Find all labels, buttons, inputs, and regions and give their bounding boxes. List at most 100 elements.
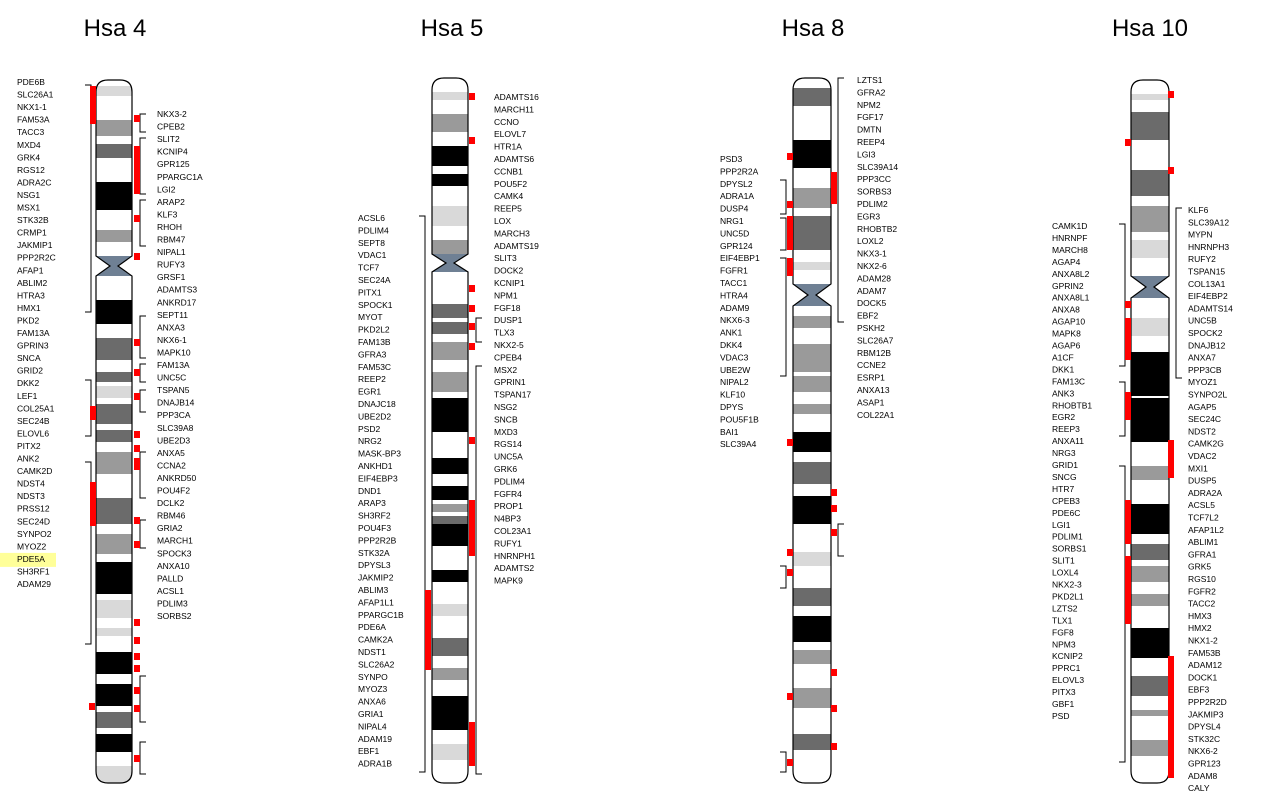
chromosome-band xyxy=(1131,676,1169,696)
gene-label: FAM13A xyxy=(17,328,50,338)
gene-label: SEC24A xyxy=(358,275,391,285)
chromosome-title: Hsa 8 xyxy=(782,15,845,42)
gene-label: SLC26A2 xyxy=(358,659,395,669)
gene-label: DKK1 xyxy=(1052,364,1074,374)
gene-label: PRSS12 xyxy=(17,504,50,514)
gene-label: STK32C xyxy=(1188,734,1220,744)
gene-locus-marker xyxy=(134,393,140,400)
gene-bracket xyxy=(1119,465,1126,763)
gene-bracket xyxy=(1119,381,1126,437)
gene-highlight xyxy=(0,552,56,567)
gene-bracket xyxy=(1175,207,1182,379)
band-group xyxy=(1131,94,1169,756)
gene-label: ANXA10 xyxy=(157,561,190,571)
gene-label: GPR124 xyxy=(720,241,753,251)
gene-label: MARCH8 xyxy=(1052,245,1088,255)
gene-label: DKK4 xyxy=(720,340,742,350)
gene-label: LZTS2 xyxy=(1052,603,1078,613)
gene-label: ANK2 xyxy=(17,454,39,464)
chromosome-band xyxy=(793,404,831,414)
gene-label: A1CF xyxy=(1052,352,1074,362)
gene-label: ADAM29 xyxy=(17,579,51,589)
gene-locus-marker xyxy=(787,201,793,208)
chromosome-band xyxy=(432,146,468,166)
gene-label: NKX3-1 xyxy=(857,249,887,259)
gene-label: ADAM19 xyxy=(358,734,392,744)
gene-label: NRG3 xyxy=(1052,448,1076,458)
gene-label: AGAP6 xyxy=(1052,341,1081,351)
gene-label: SEC24B xyxy=(17,416,50,426)
gene-bracket xyxy=(139,137,146,195)
gene-label: LOXL2 xyxy=(857,236,884,246)
chromosome-band xyxy=(793,462,831,484)
gene-label: TLX3 xyxy=(494,328,515,338)
gene-locus-bar xyxy=(1168,440,1174,478)
gene-label: AFAP1L1 xyxy=(358,597,394,607)
gene-label: MSX1 xyxy=(17,203,40,213)
gene-label: NKX1-2 xyxy=(1188,636,1218,646)
gene-label: FGF8 xyxy=(1052,627,1074,637)
gene-label: NRG1 xyxy=(720,216,744,226)
gene-bracket xyxy=(139,741,146,775)
gene-bracket xyxy=(1119,223,1126,367)
gene-label: NIPAL2 xyxy=(720,377,749,387)
gene-label: HMX1 xyxy=(17,303,41,313)
gene-label: HNRNPH3 xyxy=(1188,242,1229,252)
gene-label: GBF1 xyxy=(1052,699,1074,709)
gene-locus-marker xyxy=(134,687,140,694)
gene-label: ELOVL3 xyxy=(1052,675,1084,685)
chromosome-band xyxy=(96,372,132,382)
gene-label: PITX1 xyxy=(358,287,382,297)
left-gene-labels: CAMK1D HNRNPF MARCH8 AGAP4 ANXA8L2 GPRIN2 ANXA… xyxy=(1052,221,1092,721)
chromosome-title: Hsa 4 xyxy=(84,15,147,42)
gene-label: NKX3-2 xyxy=(157,109,187,119)
gene-label: HMX2 xyxy=(1188,623,1212,633)
gene-locus-marker xyxy=(134,459,140,466)
gene-label: MXD3 xyxy=(494,427,518,437)
gene-bracket xyxy=(139,675,146,723)
chromosome-band xyxy=(96,386,132,398)
gene-label: CAMK2G xyxy=(1188,439,1224,449)
chromosome-band xyxy=(432,92,468,100)
gene-label: COL25A1 xyxy=(17,403,55,413)
gene-label: FGF18 xyxy=(494,303,521,313)
gene-locus-marker xyxy=(787,153,793,160)
gene-label: MARCH1 xyxy=(157,536,193,546)
gene-locus-bar xyxy=(1125,500,1131,544)
gene-label: MARCH3 xyxy=(494,228,530,238)
gene-label: NKX2-5 xyxy=(494,340,524,350)
chromosome-band xyxy=(1131,318,1169,336)
gene-locus-marker xyxy=(134,665,140,672)
chromosome-band xyxy=(432,744,468,760)
gene-bracket xyxy=(475,317,482,343)
gene-label: NDST3 xyxy=(17,491,45,501)
gene-label: RGS12 xyxy=(17,165,45,175)
gene-label: MARCH11 xyxy=(494,104,534,114)
gene-label: GRIA1 xyxy=(358,709,384,719)
chromosome-band xyxy=(96,182,132,210)
chromosome-hsa5: Hsa 5 ACSL6 PDLIM4 SEPT8 VDAC1 TCF7 SEC24A PITX… xyxy=(358,15,539,784)
gene-label: NKX6-3 xyxy=(720,315,750,325)
gene-bracket xyxy=(475,365,482,775)
gene-label: CCNO xyxy=(494,117,519,127)
gene-label: ARAP3 xyxy=(358,498,386,508)
gene-locus-marker xyxy=(134,339,140,346)
gene-locus-marker xyxy=(134,653,140,660)
chromosome-band xyxy=(793,344,831,372)
gene-label: DPYS xyxy=(720,402,743,412)
gene-label: VDAC1 xyxy=(358,250,387,260)
gene-label: PSD3 xyxy=(720,154,742,164)
gene-markers xyxy=(419,93,482,775)
gene-label: PPP3CC xyxy=(857,174,891,184)
gene-label: GRK5 xyxy=(1188,562,1211,572)
gene-label: MYOZ1 xyxy=(1188,377,1218,387)
gene-label: NKX1-1 xyxy=(17,102,47,112)
gene-label: NPM2 xyxy=(857,100,881,110)
gene-label: ADRA2A xyxy=(1188,488,1222,498)
gene-locus-marker xyxy=(831,505,837,512)
gene-label: ELOVL7 xyxy=(494,129,526,139)
gene-label: HTRA4 xyxy=(720,290,748,300)
gene-label: DOCK2 xyxy=(494,266,524,276)
centromere xyxy=(96,266,132,276)
gene-label: RHOBTB2 xyxy=(857,224,897,234)
